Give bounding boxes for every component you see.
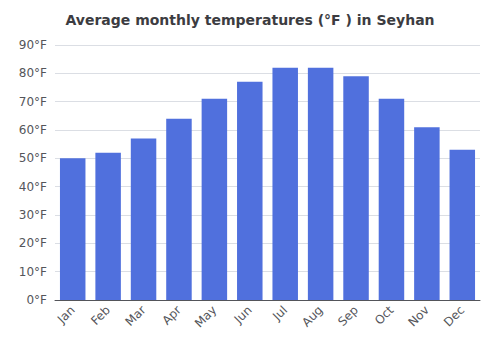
svg-text:40°F: 40°F bbox=[19, 180, 47, 194]
svg-text:80°F: 80°F bbox=[19, 66, 47, 80]
svg-text:10°F: 10°F bbox=[19, 265, 47, 279]
svg-text:0°F: 0°F bbox=[26, 293, 47, 307]
svg-text:Dec: Dec bbox=[441, 303, 467, 329]
svg-text:70°F: 70°F bbox=[19, 95, 47, 109]
svg-text:Feb: Feb bbox=[88, 303, 113, 328]
svg-text:90°F: 90°F bbox=[19, 38, 47, 52]
svg-text:20°F: 20°F bbox=[19, 236, 47, 250]
svg-text:50°F: 50°F bbox=[19, 151, 47, 165]
svg-text:Jun: Jun bbox=[231, 303, 255, 327]
svg-text:Mar: Mar bbox=[123, 303, 149, 329]
svg-text:Sep: Sep bbox=[335, 303, 361, 329]
svg-text:Jul: Jul bbox=[269, 303, 290, 324]
svg-text:Average monthly temperatures (: Average monthly temperatures (°F ) in Se… bbox=[65, 12, 434, 28]
svg-text:Oct: Oct bbox=[372, 303, 397, 328]
svg-text:Apr: Apr bbox=[159, 303, 184, 328]
svg-text:May: May bbox=[192, 303, 219, 330]
svg-text:60°F: 60°F bbox=[19, 123, 47, 137]
svg-text:Aug: Aug bbox=[299, 303, 325, 329]
svg-text:Jan: Jan bbox=[54, 303, 78, 327]
svg-text:Nov: Nov bbox=[405, 303, 431, 329]
svg-text:30°F: 30°F bbox=[19, 208, 47, 222]
